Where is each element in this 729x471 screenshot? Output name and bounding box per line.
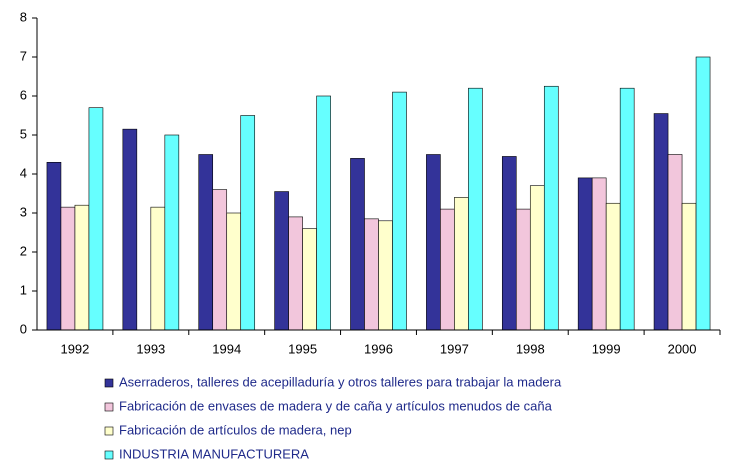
- bar: [240, 115, 256, 331]
- bar: [619, 87, 635, 331]
- bar: [695, 56, 711, 331]
- bar: [364, 218, 379, 331]
- bar: [591, 177, 607, 331]
- legend-swatch: [104, 378, 114, 388]
- y-tick-label: 4: [20, 165, 27, 180]
- bar: [122, 128, 138, 331]
- bar: [440, 208, 455, 331]
- bar: [543, 85, 559, 331]
- bar: [681, 202, 697, 331]
- x-tick-label: 1994: [212, 341, 241, 356]
- x-tick-label: 1995: [288, 341, 317, 356]
- bar: [468, 87, 483, 331]
- x-tick-label: 1997: [440, 341, 469, 356]
- bar: [198, 154, 214, 331]
- bar: [226, 212, 242, 331]
- x-tick-label: 1998: [516, 341, 545, 356]
- bar: [426, 154, 441, 331]
- x-tick-label: 1993: [136, 341, 165, 356]
- bar: [605, 202, 621, 331]
- bar: [454, 197, 469, 331]
- legend-label: Fabricación de artículos de madera, nep: [119, 422, 352, 437]
- bar: [88, 107, 104, 331]
- x-tick-label: 1992: [60, 341, 89, 356]
- legend-swatch: [104, 450, 114, 460]
- bar: [667, 154, 683, 331]
- legend-label: Aserraderos, talleres de acepilladuría y…: [119, 374, 562, 389]
- y-tick-label: 2: [20, 243, 27, 258]
- y-tick-label: 5: [20, 126, 27, 141]
- bar: [501, 156, 517, 331]
- bar: [164, 134, 180, 331]
- bar: [46, 162, 62, 331]
- bar: [288, 216, 303, 331]
- y-tick-label: 1: [20, 282, 27, 297]
- bar: [577, 177, 593, 331]
- bar: [350, 158, 365, 331]
- bar: [529, 185, 545, 331]
- bar: [150, 206, 166, 331]
- bar: [60, 206, 76, 331]
- bar: [392, 91, 407, 331]
- bar: [212, 189, 228, 331]
- y-tick-label: 6: [20, 87, 27, 102]
- bar: [316, 95, 331, 331]
- x-tick-label: 1996: [364, 341, 393, 356]
- x-tick-label: 2000: [668, 341, 697, 356]
- y-tick-label: 3: [20, 204, 27, 219]
- y-tick-label: 7: [20, 48, 27, 63]
- legend-label: Fabricación de envases de madera y de ca…: [119, 398, 553, 413]
- bar: [74, 204, 90, 331]
- bar: [515, 208, 531, 331]
- bar: [302, 228, 317, 331]
- bar: [274, 191, 289, 331]
- legend-label: INDUSTRIA MANUFACTURERA: [119, 446, 309, 461]
- y-tick-label: 0: [20, 321, 27, 336]
- legend-swatch: [104, 426, 114, 436]
- bar: [378, 220, 393, 331]
- bar: [653, 113, 669, 331]
- legend-swatch: [104, 402, 114, 412]
- x-tick-label: 1999: [592, 341, 621, 356]
- y-tick-label: 8: [20, 9, 27, 24]
